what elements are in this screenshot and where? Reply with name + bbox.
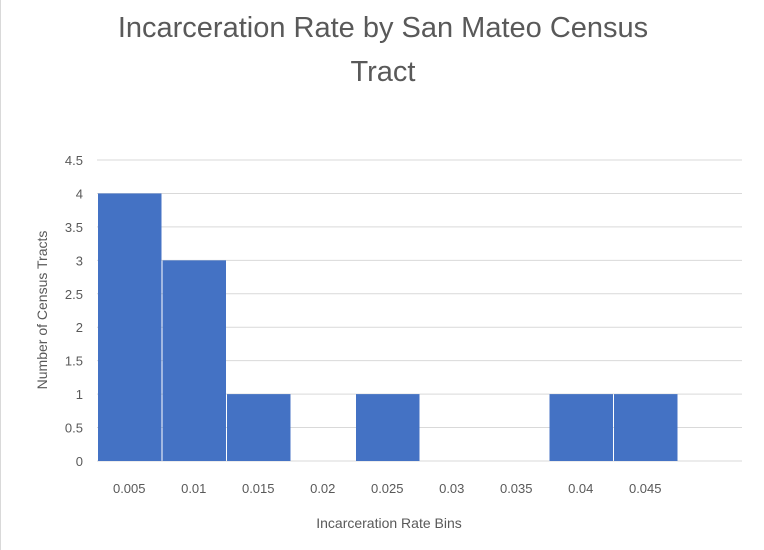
- histogram-bar: [614, 394, 678, 461]
- x-tick-labels: 0.005 0.01 0.015 0.02 0.025 0.03 0.035 0.04 0.04…: [113, 481, 662, 496]
- chart-title: Incarceration Rate by San Mateo Census T…: [1, 6, 764, 94]
- y-tick-label: 1: [76, 387, 83, 402]
- x-axis-label: Incarceration Rate Bins: [316, 515, 462, 531]
- y-tick-label: 1.5: [65, 354, 83, 369]
- y-tick-label: 2: [76, 320, 83, 335]
- y-tick-labels: 0 0.5 1 1.5 2 2.5 3 3.5 4 4.5: [65, 153, 83, 469]
- y-tick-label: 4: [76, 186, 83, 201]
- y-tick-label: 3.5: [65, 220, 83, 235]
- bars: [98, 193, 678, 461]
- x-tick-label: 0.04: [568, 481, 593, 496]
- y-tick-label: 4.5: [65, 153, 83, 168]
- histogram-bar: [356, 394, 420, 461]
- histogram-bar: [227, 394, 291, 461]
- histogram-bar: [162, 260, 226, 461]
- histogram-bar: [549, 394, 613, 461]
- y-tick-label: 2.5: [65, 287, 83, 302]
- x-tick-label: 0.02: [310, 481, 335, 496]
- x-tick-label: 0.045: [629, 481, 662, 496]
- chart-title-line-2: Tract: [350, 56, 416, 88]
- x-tick-label: 0.035: [500, 481, 533, 496]
- histogram-bar: [98, 193, 162, 461]
- y-tick-label: 3: [76, 253, 83, 268]
- x-tick-label: 0.005: [113, 481, 146, 496]
- y-axis-label: Number of Census Tracts: [34, 231, 50, 390]
- x-tick-label: 0.01: [181, 481, 206, 496]
- x-tick-label: 0.015: [242, 481, 275, 496]
- chart-title-line-1: Incarceration Rate by San Mateo Census: [117, 12, 649, 44]
- y-tick-label: 0.5: [65, 421, 83, 436]
- x-tick-label: 0.03: [439, 481, 464, 496]
- x-tick-label: 0.025: [371, 481, 404, 496]
- y-tick-label: 0: [76, 454, 83, 469]
